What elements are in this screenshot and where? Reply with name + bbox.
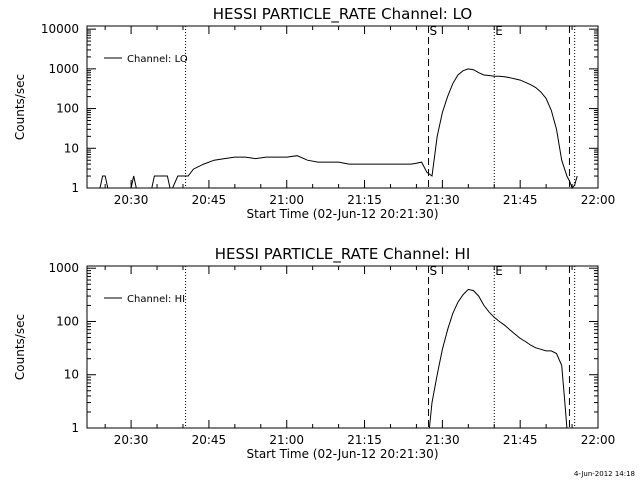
event-marker-label: S [430, 24, 438, 38]
series-line [428, 288, 568, 429]
y-tick-label: 1 [71, 421, 79, 435]
chart-title: HESSI PARTICLE_RATE Channel: HI [215, 245, 471, 264]
plot-frame [86, 25, 599, 189]
x-tick-label: 21:00 [269, 193, 304, 207]
legend-label: Channel: LO [127, 54, 188, 65]
y-axis-label: Counts/sec [13, 314, 27, 380]
y-tick-label: 1 [71, 181, 79, 195]
y-tick-label: 100 [56, 102, 79, 116]
y-axis-label: Counts/sec [13, 74, 27, 140]
x-tick-label: 21:15 [347, 193, 382, 207]
x-tick-label: 21:30 [425, 433, 460, 447]
x-tick-label: 20:45 [192, 193, 227, 207]
x-tick-label: 21:15 [347, 433, 382, 447]
plot-frame [86, 265, 599, 429]
x-tick-label: 21:45 [503, 433, 538, 447]
event-marker-label: E [495, 24, 503, 38]
y-tick-label: 1000 [48, 261, 79, 275]
y-tick-label: 10 [64, 141, 79, 155]
legend-label: Channel: HI [127, 294, 185, 305]
x-axis-label: Start Time (02-Jun-12 20:21:30) [247, 207, 439, 221]
x-tick-label: 21:00 [269, 433, 304, 447]
x-tick-label: 20:30 [114, 433, 149, 447]
y-tick-label: 100 [56, 314, 79, 328]
chart-title: HESSI PARTICLE_RATE Channel: LO [213, 5, 472, 24]
x-tick-label: 20:45 [192, 433, 227, 447]
x-tick-label: 22:00 [581, 433, 616, 447]
y-tick-label: 10000 [41, 22, 79, 36]
x-tick-label: 20:30 [114, 193, 149, 207]
footer-timestamp: 4-Jun-2012 14:18 [574, 470, 635, 478]
x-tick-label: 21:45 [503, 193, 538, 207]
x-tick-label: 22:00 [581, 193, 616, 207]
event-marker-label: S [430, 264, 438, 278]
y-tick-label: 1000 [48, 62, 79, 76]
y-tick-label: 10 [64, 368, 79, 382]
x-axis-label: Start Time (02-Jun-12 20:21:30) [247, 447, 439, 461]
series-line [99, 68, 578, 189]
x-tick-label: 21:30 [425, 193, 460, 207]
event-marker-label: E [495, 264, 503, 278]
